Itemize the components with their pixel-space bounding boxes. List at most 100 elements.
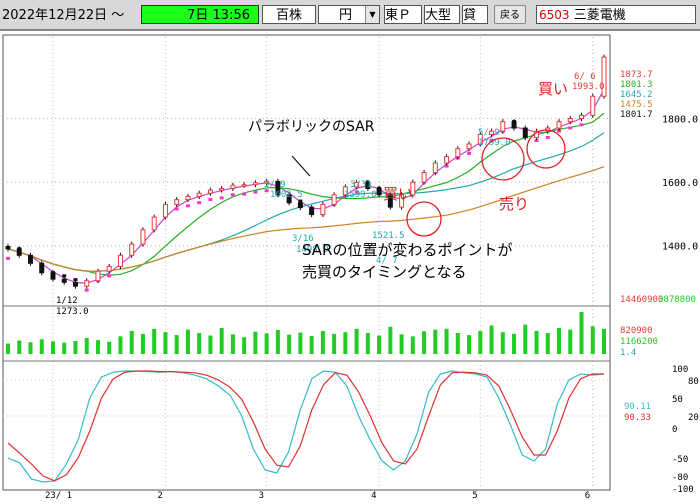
volume-label-3: 820900	[620, 326, 653, 336]
plot-border	[2, 34, 611, 491]
stoch-tick-label: -50	[672, 455, 688, 465]
volume-bar	[579, 312, 584, 354]
volume-bar	[455, 333, 460, 354]
callouts: パラボリックのSAR 買い 売り 買い SARの位置が変わるポイントが 売買のタ…	[248, 80, 568, 281]
volume-bar	[50, 341, 55, 354]
sar-dot	[467, 151, 472, 155]
sar-dot	[568, 126, 573, 130]
candle-body	[162, 203, 168, 218]
candle-body	[27, 254, 33, 264]
volume-bar	[39, 339, 44, 354]
annotation-price-high_2: 1599.0	[344, 190, 377, 200]
candle-body	[522, 127, 528, 139]
sar-dot	[62, 274, 67, 278]
annotation-price-high_4: 1993.0	[572, 82, 605, 92]
volume-bar	[320, 330, 325, 354]
candle-body	[466, 143, 472, 150]
series-value-3: 1645.2	[620, 90, 653, 100]
stoch-k-value: 90.11	[624, 402, 651, 412]
candle-body	[151, 216, 157, 231]
volume-bar	[118, 336, 123, 354]
volume-bar	[163, 332, 168, 354]
volume-bar	[84, 338, 89, 354]
volume-bar	[557, 327, 562, 354]
stoch-d-value: 90.33	[624, 413, 651, 423]
date-range[interactable]: 2022年12月22日 ～	[2, 8, 125, 23]
x-tick-label: 4	[371, 491, 376, 500]
stock-field[interactable]: 6503 三菱電機	[536, 5, 696, 24]
candle-body	[196, 192, 202, 197]
volume-bar	[208, 335, 213, 354]
annotation-price-low_2: 1498.0	[296, 245, 329, 255]
sar-dot	[545, 135, 550, 139]
candle-body	[117, 254, 123, 267]
market-badge: 東Ｐ	[384, 5, 422, 24]
unit-field[interactable]: 百株	[262, 5, 316, 24]
stock-chart[interactable]: 1400.0 1600.0 1800.0 1873.71801.31645.2147…	[0, 31, 700, 501]
volume-bar	[219, 327, 224, 354]
volume-bar	[95, 340, 100, 354]
timeframe-display[interactable]: 7日 13:56	[141, 5, 259, 24]
annotation-date-low_1: 1/12	[56, 296, 78, 306]
volume-bar	[197, 333, 202, 354]
candle-body	[72, 281, 78, 287]
sar-dot	[242, 192, 247, 196]
candle-body	[601, 56, 607, 97]
candle-body	[297, 202, 303, 209]
buy-circle-2	[526, 129, 566, 169]
candle-body	[230, 184, 236, 189]
chevron-down-icon[interactable]: ▼	[365, 6, 379, 23]
note-line-2: 売買のタイミングとなる	[302, 263, 467, 281]
price-axis: 1400.0 1600.0 1800.0	[662, 115, 698, 253]
candle-body	[399, 194, 405, 208]
candle-body	[5, 245, 11, 250]
volume-bar	[478, 330, 483, 354]
candle-body	[207, 189, 213, 194]
price-tick-label: 1600.0	[662, 178, 698, 189]
note-line-1: SARの位置が変わるポイントが	[302, 241, 513, 259]
volume-bar	[332, 333, 337, 354]
candle-body	[432, 162, 438, 174]
volume-label-2: 3878800	[658, 295, 696, 305]
sar-title: パラボリックのSAR	[248, 119, 375, 135]
back-button[interactable]: 戻る	[494, 5, 526, 24]
volume-bar	[500, 332, 505, 354]
currency-value: 円	[339, 8, 353, 23]
volume-bar	[343, 332, 348, 354]
volume-bar	[467, 335, 472, 354]
volume-bar	[140, 333, 145, 354]
candle-body	[286, 194, 292, 204]
chart-area[interactable]: 1400.0 1600.0 1800.0 1873.7 1801.3 1645.2 147…	[0, 30, 700, 501]
candle-body	[579, 114, 585, 120]
candle-body	[320, 203, 326, 216]
sar-dot	[264, 189, 269, 193]
lend-badge: 貸	[462, 5, 488, 24]
stochastic-panel	[3, 370, 610, 483]
candle-body	[455, 148, 461, 158]
volume-bar	[62, 342, 67, 354]
price-tick-label: 1800.0	[662, 115, 698, 126]
annotation-price-low_1: 1273.0	[56, 307, 89, 317]
sar-dot	[73, 278, 78, 282]
annotation-date-high_1: 3/ 9	[264, 180, 286, 190]
volume-bar	[185, 329, 190, 354]
series-value-1: 1873.7	[620, 70, 653, 80]
candle-body	[185, 195, 191, 201]
candle-body	[421, 172, 427, 183]
volume-bar	[590, 326, 595, 354]
volume-bar	[422, 331, 427, 354]
candle-body	[376, 187, 382, 196]
currency-select[interactable]: 円 ▼	[318, 5, 380, 24]
volume-bar	[253, 331, 258, 354]
candle-body	[140, 229, 146, 245]
stock-name: 三菱電機	[573, 8, 626, 23]
candle-body	[309, 207, 315, 216]
volume-bar	[298, 332, 303, 354]
sar-dot	[197, 201, 202, 205]
sar-dot	[107, 274, 112, 278]
buy-circle-1	[406, 201, 442, 237]
sar-dot	[174, 207, 179, 211]
